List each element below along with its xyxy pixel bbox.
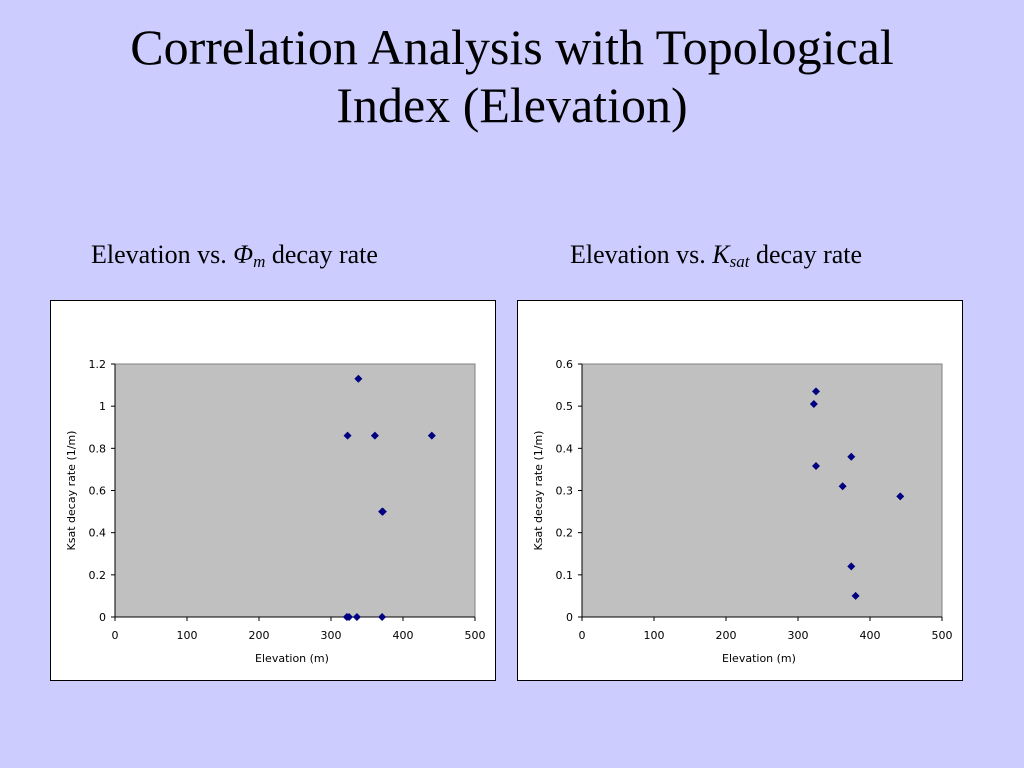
y-tick-label: 0: [566, 611, 573, 624]
subtitle-left-suffix: decay rate: [265, 240, 378, 269]
y-tick-label: 0.2: [89, 569, 107, 582]
subtitle-right-symbol: K: [712, 240, 730, 269]
slide-title-line1: Correlation Analysis with Topological: [130, 19, 894, 75]
plot-area: [114, 363, 476, 618]
chart-subtitle-right: Elevation vs. Ksat decay rate: [570, 240, 862, 272]
subtitle-right-prefix: Elevation vs.: [570, 240, 713, 269]
x-tick-label: 300: [321, 629, 342, 642]
x-tick-label: 100: [177, 629, 198, 642]
x-tick-label: 500: [465, 629, 486, 642]
scatter-chart-left: 0 0.2 0.4 0.6 0.8 1 1.2 0 100 200 300 400 500 Elevati…: [65, 358, 486, 665]
scatter-chart-right: 0 0.1 0.2 0.3 0.4 0.5 0.6 0 100 200 300 400 500 Eleva…: [532, 358, 953, 665]
y-tick-label: 0: [99, 611, 106, 624]
data-point: [812, 387, 820, 396]
data-point: [847, 562, 856, 571]
data-point: [354, 374, 363, 383]
y-tick-label: 0.4: [556, 442, 574, 455]
subtitle-left-subscript: m: [253, 252, 266, 271]
x-tick-label: 200: [249, 629, 270, 642]
x-tick-label: 100: [644, 629, 665, 642]
data-point: [851, 591, 860, 600]
slide-title: Correlation Analysis with Topological In…: [0, 18, 1024, 134]
x-axis-title: Elevation (m): [722, 652, 796, 665]
chart-subtitle-left: Elevation vs. Φm decay rate: [91, 240, 378, 272]
y-axis-title: Ksat decay rate (1/m): [65, 431, 78, 551]
data-point: [809, 400, 818, 409]
subtitle-right-subscript: sat: [729, 252, 750, 271]
data-point: [378, 613, 387, 621]
y-tick-label: 0.3: [556, 485, 574, 498]
y-tick-label: 0.6: [556, 358, 574, 371]
x-tick-label: 400: [393, 629, 414, 642]
y-tick-label: 0.6: [89, 485, 107, 498]
x-tick-label: 0: [579, 629, 586, 642]
chart-frame-right: 0 0.1 0.2 0.3 0.4 0.5 0.6 0 100 200 300 400 500 Eleva…: [517, 300, 963, 681]
data-point: [370, 431, 379, 440]
subtitle-left-prefix: Elevation vs.: [91, 240, 234, 269]
data-point: [343, 431, 352, 440]
subtitle-right-suffix: decay rate: [749, 240, 863, 269]
data-point: [838, 482, 847, 491]
y-tick-label: 1: [99, 400, 106, 413]
data-point: [427, 431, 436, 440]
data-point: [352, 613, 361, 621]
data-point: [896, 492, 905, 501]
x-tick-label: 0: [112, 629, 119, 642]
x-tick-label: 300: [788, 629, 809, 642]
chart-frame-left: 0 0.2 0.4 0.6 0.8 1 1.2 0 100 200 300 400 500 Elevati…: [50, 300, 496, 681]
y-tick-label: 0.2: [556, 527, 574, 540]
y-tick-label: 0.4: [89, 527, 107, 540]
y-tick-label: 0.8: [89, 442, 107, 455]
x-axis-title: Elevation (m): [255, 652, 329, 665]
y-axis-title: Ksat decay rate (1/m): [532, 431, 545, 551]
slide-title-line2: Index (Elevation): [336, 77, 688, 133]
x-tick-label: 500: [932, 629, 953, 642]
subtitle-left-symbol: Φ: [233, 240, 254, 269]
y-tick-label: 1.2: [89, 358, 107, 371]
x-tick-label: 200: [716, 629, 737, 642]
data-point: [378, 507, 387, 516]
data-point: [812, 462, 820, 471]
data-point: [345, 613, 353, 621]
plot-area: [581, 363, 943, 618]
y-tick-label: 0.5: [556, 400, 574, 413]
data-point: [847, 452, 856, 461]
x-tick-label: 400: [860, 629, 881, 642]
y-tick-label: 0.1: [556, 569, 574, 582]
